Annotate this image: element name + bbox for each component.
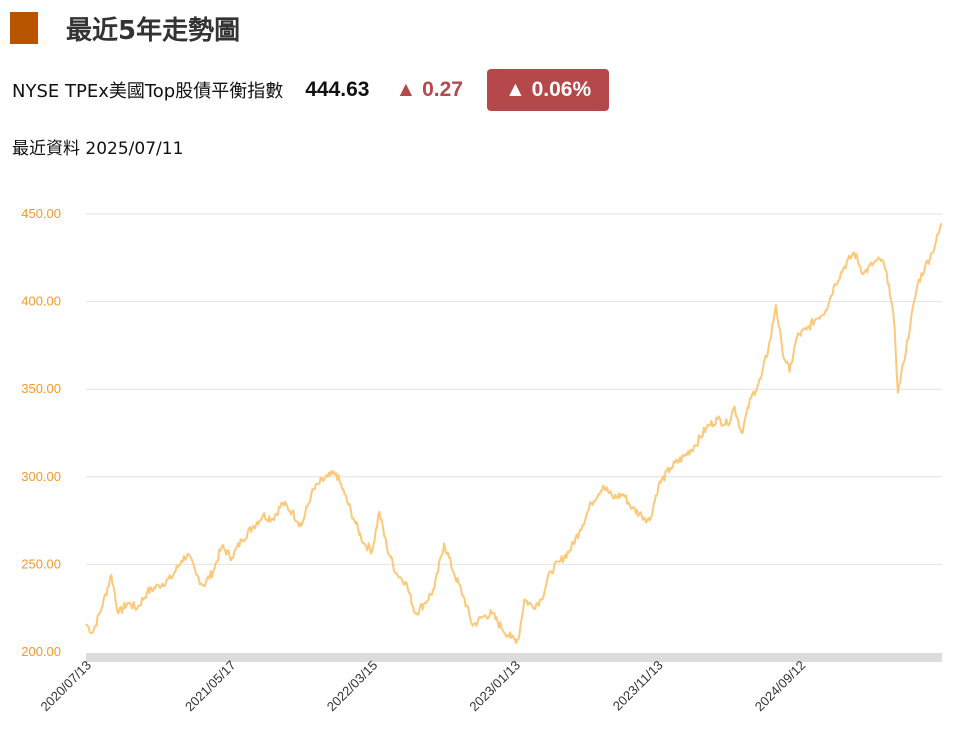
quote-row: NYSE TPEx美國Top股債平衡指數 444.63 ▲ 0.27 ▲ 0.0… — [12, 69, 610, 111]
y-tick-label: 200.00 — [21, 644, 61, 659]
x-axis-ticks: 2020/07/13 2021/05/17 2022/03/15 2023/01/13… — [37, 658, 808, 715]
change-percent-badge: ▲ 0.06% — [486, 69, 610, 111]
y-tick-label: 300.00 — [21, 469, 61, 484]
y-tick-label: 400.00 — [21, 294, 61, 309]
x-axis-bar — [86, 653, 942, 662]
last-updated-label: 最近資料 — [12, 139, 80, 159]
x-tick-label: 2024/09/12 — [752, 658, 809, 715]
x-tick-label: 2023/11/13 — [610, 658, 666, 714]
title-color-block — [10, 12, 38, 44]
page-title: 最近5年走勢圖 — [66, 16, 241, 46]
index-name: NYSE TPEx美國Top股債平衡指數 — [12, 81, 284, 102]
x-tick-label: 2020/07/13 — [37, 658, 94, 715]
x-tick-label: 2023/01/13 — [466, 658, 523, 715]
last-updated: 最近資料 2025/07/11 — [12, 134, 183, 159]
y-tick-label: 250.00 — [21, 556, 61, 571]
last-updated-date: 2025/07/11 — [85, 139, 184, 159]
index-price: 444.63 — [305, 78, 370, 101]
chart-gridlines — [86, 213, 942, 565]
series-line — [85, 222, 943, 645]
y-axis-ticks: 200.00 250.00 300.00 350.00 400.00 450.00 — [21, 206, 61, 659]
price-change: ▲ 0.27 — [395, 78, 463, 101]
y-tick-label: 450.00 — [21, 206, 61, 221]
x-tick-label: 2022/03/15 — [324, 658, 381, 715]
x-tick-label: 2021/05/17 — [182, 658, 239, 715]
y-tick-label: 350.00 — [21, 381, 61, 396]
